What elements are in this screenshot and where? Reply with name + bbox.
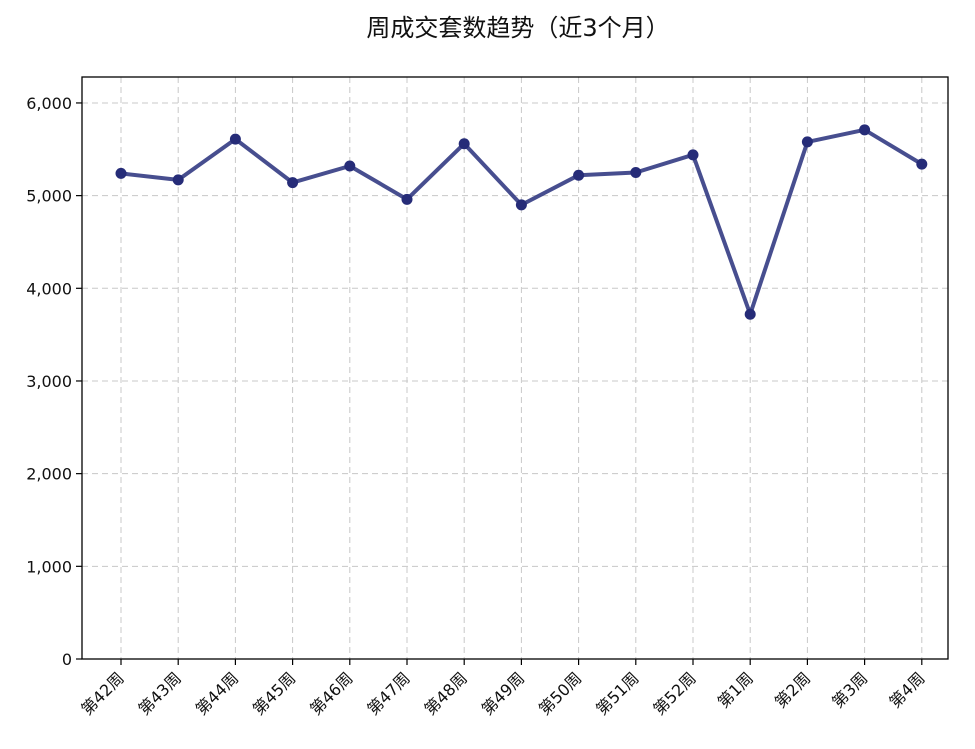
- data-point: [344, 160, 356, 172]
- y-axis: 0 1,000 2,000 3,000 4,000 5,000 6,000: [26, 94, 82, 669]
- data-point: [401, 193, 413, 205]
- plot-area-frame: [81, 76, 949, 660]
- y-tick-label: 4,000: [26, 279, 72, 298]
- x-tick-label: 第2周: [771, 668, 814, 711]
- series-layer: [115, 124, 928, 320]
- y-tick-label: 0: [62, 650, 72, 669]
- data-point: [859, 124, 871, 136]
- x-tick-label: 第3周: [828, 668, 871, 711]
- data-point: [916, 158, 928, 170]
- y-tick-label: 1,000: [26, 557, 72, 576]
- x-tick-label: 第1周: [714, 668, 757, 711]
- x-tick-label: 第4周: [885, 668, 928, 711]
- chart-title: 周成交套数趋势（近3个月）: [366, 14, 669, 42]
- x-tick-label: 第45周: [249, 668, 299, 718]
- x-tick-label: 第50周: [535, 668, 585, 718]
- x-tick-label: 第43周: [135, 668, 185, 718]
- data-point: [687, 149, 699, 161]
- data-point: [458, 138, 470, 150]
- data-point: [801, 136, 813, 148]
- data-point: [744, 308, 756, 320]
- x-tick-label: 第47周: [363, 668, 413, 718]
- grid-lines: [82, 77, 948, 659]
- x-tick-label: 第48周: [421, 668, 471, 718]
- x-axis: 第42周 第43周 第44周 第45周 第46周 第47周 第48周 第49周 第50周 第51周…: [77, 659, 929, 719]
- x-tick-label: 第49周: [478, 668, 528, 718]
- x-tick-label: 第42周: [77, 668, 127, 718]
- y-tick-label: 6,000: [26, 94, 72, 113]
- x-tick-label: 第51周: [592, 668, 642, 718]
- data-point: [573, 169, 585, 181]
- x-tick-label: 第46周: [306, 668, 356, 718]
- data-point: [630, 166, 642, 178]
- data-point: [515, 199, 527, 211]
- x-tick-label: 第52周: [649, 668, 699, 718]
- data-point: [287, 177, 299, 189]
- y-tick-label: 5,000: [26, 187, 72, 206]
- data-point: [229, 133, 241, 145]
- y-tick-label: 3,000: [26, 372, 72, 391]
- x-tick-label: 第44周: [192, 668, 242, 718]
- y-tick-label: 2,000: [26, 465, 72, 484]
- data-point: [172, 174, 184, 186]
- data-point: [115, 167, 127, 179]
